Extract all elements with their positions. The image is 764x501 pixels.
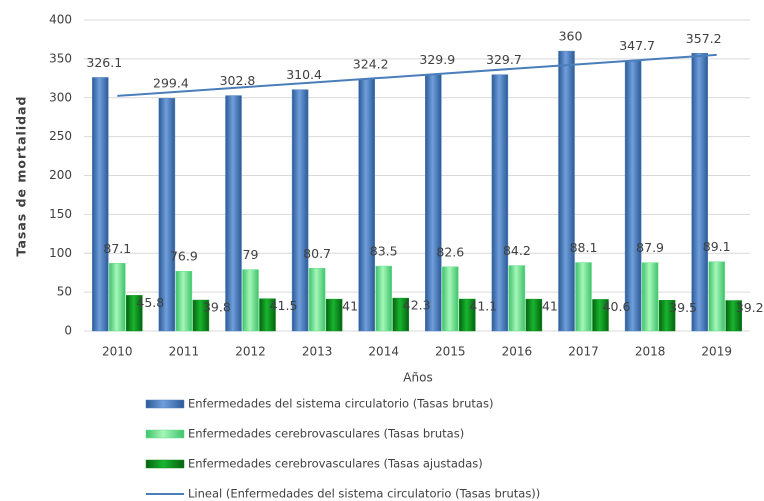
data-label: 302.8 xyxy=(220,73,256,88)
data-label: 87.9 xyxy=(636,240,664,255)
y-tick-label: 300 xyxy=(49,90,72,104)
legend-label: Enfermedades cerebrovasculares (Tasas aj… xyxy=(188,457,483,471)
data-label: 84.2 xyxy=(503,243,531,258)
bar xyxy=(158,97,176,332)
data-label: 89.1 xyxy=(703,239,731,254)
bar xyxy=(708,261,725,332)
bar xyxy=(392,297,409,332)
y-tick-label: 250 xyxy=(49,129,72,143)
legend-swatch xyxy=(145,399,185,409)
bar xyxy=(308,268,326,332)
data-label: 39.5 xyxy=(669,300,697,315)
y-tick-label: 400 xyxy=(49,13,72,27)
x-tick-label: 2013 xyxy=(302,345,333,359)
legend-swatch xyxy=(145,429,185,439)
bar xyxy=(291,89,309,332)
x-tick-label: 2010 xyxy=(102,345,133,359)
x-tick-label: 2014 xyxy=(368,345,399,359)
legend-label: Enfermedades cerebrovasculares (Tasas br… xyxy=(188,427,464,441)
y-axis-title: Tasas de mortalidad xyxy=(14,96,29,257)
data-label: 40.6 xyxy=(603,299,631,314)
y-tick-label: 150 xyxy=(49,207,72,221)
bar xyxy=(641,262,659,332)
bar xyxy=(725,300,742,332)
bar xyxy=(126,295,143,332)
x-tick-label: 2016 xyxy=(502,345,533,359)
bar xyxy=(558,50,575,332)
data-label: 80.7 xyxy=(303,246,331,261)
legend-label: Lineal (Enfermedades del sistema circula… xyxy=(188,487,540,501)
y-tick-label: 100 xyxy=(49,246,72,260)
data-label: 329.7 xyxy=(486,52,522,67)
data-label: 87.1 xyxy=(103,241,131,256)
bar xyxy=(175,270,193,332)
bar xyxy=(624,60,642,332)
data-label: 79 xyxy=(243,247,259,262)
trend-line xyxy=(117,53,717,97)
data-label: 310.4 xyxy=(286,67,322,82)
data-label: 45.8 xyxy=(136,295,164,310)
data-label: 329.9 xyxy=(419,52,455,67)
y-tick-label: 0 xyxy=(64,324,72,338)
data-label: 82.6 xyxy=(436,244,464,259)
data-label: 347.7 xyxy=(619,38,655,53)
bar xyxy=(358,78,375,332)
data-label: 88.1 xyxy=(570,240,598,255)
data-label: 41.1 xyxy=(469,299,497,314)
x-tick-label: 2017 xyxy=(568,345,599,359)
bar xyxy=(508,265,526,332)
bar xyxy=(225,95,242,332)
y-tick-label: 50 xyxy=(57,285,72,299)
bar xyxy=(525,298,543,332)
bar xyxy=(425,74,442,332)
data-label: 39.2 xyxy=(736,300,764,315)
x-tick-label: 2011 xyxy=(169,345,200,359)
bar xyxy=(242,269,259,332)
data-label: 42.3 xyxy=(403,298,431,313)
data-label: 326.1 xyxy=(86,55,122,70)
bar xyxy=(109,263,126,332)
legend-label: Enfermedades del sistema circulatorio (T… xyxy=(188,397,493,411)
data-label: 39.8 xyxy=(203,300,231,315)
data-label: 324.2 xyxy=(353,56,389,71)
bar xyxy=(92,77,109,332)
x-tick-label: 2012 xyxy=(235,345,266,359)
data-label: 41 xyxy=(542,299,558,314)
data-label: 41 xyxy=(342,299,358,314)
bar xyxy=(691,53,708,332)
bar xyxy=(658,300,676,332)
data-label: 299.4 xyxy=(153,76,189,91)
x-tick-label: 2015 xyxy=(435,345,466,359)
bar xyxy=(192,299,210,332)
bar xyxy=(259,298,276,332)
x-tick-label: 2019 xyxy=(701,345,732,359)
bar xyxy=(592,299,609,332)
bar xyxy=(491,74,509,332)
y-tick-label: 200 xyxy=(49,168,72,182)
bar xyxy=(325,298,343,332)
legend-swatch xyxy=(145,459,185,469)
data-label: 357.2 xyxy=(686,31,722,46)
bar xyxy=(375,265,392,332)
data-label: 360 xyxy=(559,29,583,44)
data-label: 83.5 xyxy=(370,244,398,259)
data-label: 41.5 xyxy=(270,298,298,313)
bar xyxy=(459,298,476,332)
bar xyxy=(575,262,592,332)
x-tick-label: 2018 xyxy=(635,345,666,359)
data-label: 76.9 xyxy=(170,249,198,264)
bar xyxy=(442,266,459,332)
y-tick-label: 350 xyxy=(49,51,72,65)
x-axis-title: Años xyxy=(403,371,432,385)
